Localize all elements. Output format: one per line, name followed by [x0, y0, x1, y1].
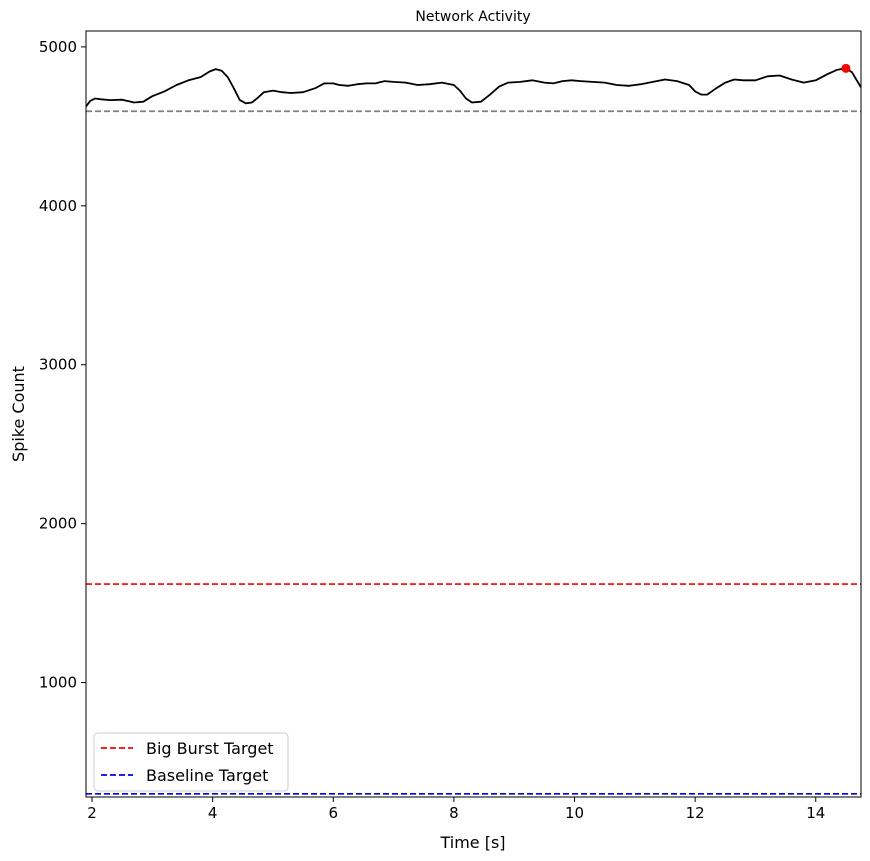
x-tick-label: 10 [565, 804, 584, 822]
x-tick-label: 8 [449, 804, 459, 822]
legend: Big Burst Target Baseline Target [93, 732, 289, 792]
x-tick-label: 6 [329, 804, 339, 822]
x-tick-label: 4 [208, 804, 218, 822]
x-axis-label: Time [s] [439, 833, 505, 852]
legend-label-baseline: Baseline Target [146, 766, 268, 785]
peak-marker-point [841, 63, 851, 73]
y-tick-label: 4000 [39, 197, 77, 215]
y-tick-label: 5000 [39, 38, 77, 56]
legend-label-big-burst: Big Burst Target [146, 739, 274, 758]
plot-content [86, 63, 861, 795]
plot-frame [85, 30, 862, 798]
x-tick-label: 12 [686, 804, 705, 822]
y-tick-label: 3000 [39, 356, 77, 374]
y-tick-label: 1000 [39, 674, 77, 692]
spike-count-series-line [86, 67, 861, 108]
legend-box [93, 732, 289, 792]
y-tick-label: 2000 [39, 515, 77, 533]
axis-ticks: 2 4 6 8 10 12 14 1000 2000 3000 4000 5000 [39, 38, 826, 822]
x-tick-label: 14 [806, 804, 825, 822]
y-axis-label: Spike Count [9, 366, 28, 462]
chart-title: Network Activity [415, 9, 530, 25]
x-tick-label: 2 [87, 804, 97, 822]
plot-area [86, 63, 861, 795]
